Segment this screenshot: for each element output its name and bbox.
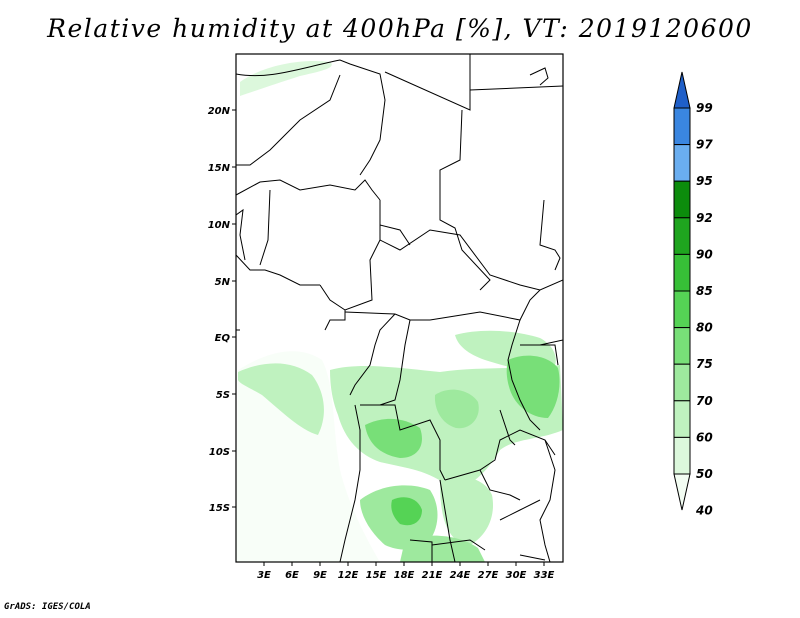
colorbar-swatch	[673, 107, 691, 146]
longitude-axis: 3E 6E 9E 12E 15E 18E 21E 24E 27E 30E 33E	[257, 562, 555, 581]
humidity-area-south-2	[440, 476, 494, 545]
country-borders	[236, 54, 563, 562]
chart-title: Relative humidity at 400hPa [%], VT: 201…	[47, 14, 753, 43]
colorbar-swatch	[673, 180, 691, 219]
lon-label-9e: 9E	[313, 570, 327, 581]
colorbar-label: 75	[696, 357, 713, 371]
lat-label-eq: EQ	[215, 333, 231, 344]
lon-label-18e: 18E	[394, 570, 415, 581]
lon-label-27e: 27E	[478, 570, 499, 581]
colorbar-label: 80	[696, 321, 713, 335]
colorbar-label: 92	[696, 211, 713, 225]
colorbar-label: 97	[696, 138, 713, 152]
colorbar-swatch	[673, 144, 691, 182]
lat-label-5s: 5S	[216, 390, 230, 401]
lon-label-21e: 21E	[422, 570, 443, 581]
lon-label-30e: 30E	[506, 570, 527, 581]
humidity-core-south	[391, 497, 422, 526]
lat-label-10s: 10S	[209, 447, 230, 458]
lon-label-24e: 24E	[450, 570, 471, 581]
colorbar-label: 85	[696, 284, 713, 298]
humidity-area-north	[240, 60, 332, 96]
colorbar-bottom-arrow	[673, 473, 691, 511]
humidity-shading	[236, 60, 563, 562]
colorbar: 99 97 95 92 90 85 80 75 70 60 50 40	[673, 71, 713, 518]
lon-label-3e: 3E	[257, 570, 271, 581]
colorbar-label: 40	[695, 504, 713, 518]
lat-label-15n: 15N	[208, 163, 231, 174]
humidity-core-east	[506, 355, 560, 418]
grads-credit: GrADS: IGES/COLA	[4, 602, 91, 612]
humidity-area-far-south	[400, 535, 485, 562]
lon-label-33e: 33E	[534, 570, 555, 581]
lat-label-20n: 20N	[208, 106, 231, 117]
lat-label-10n: 10N	[208, 220, 231, 231]
humidity-core-central-2	[434, 389, 479, 429]
colorbar-swatch	[673, 217, 691, 255]
humidity-core-central	[365, 418, 422, 458]
colorbar-label: 60	[696, 430, 713, 444]
humidity-area-west	[238, 363, 324, 435]
colorbar-top-arrow	[673, 71, 691, 109]
colorbar-label: 70	[696, 394, 713, 408]
colorbar-label: 50	[696, 467, 713, 481]
lon-label-12e: 12E	[338, 570, 359, 581]
lat-label-5n: 5N	[215, 277, 231, 288]
lon-label-15e: 15E	[366, 570, 387, 581]
humidity-area-west-low	[236, 351, 380, 562]
colorbar-swatch	[673, 363, 691, 402]
colorbar-label: 99	[696, 101, 713, 115]
lon-label-6e: 6E	[285, 570, 299, 581]
colorbar-swatch	[673, 400, 691, 438]
colorbar-swatch	[673, 327, 691, 365]
colorbar-swatch	[673, 436, 691, 475]
map-frame	[235, 53, 564, 563]
colorbar-swatch	[673, 290, 691, 329]
latitude-axis: 20N 15N 10N 5N EQ 5S 10S 15S	[208, 106, 236, 514]
colorbar-label: 95	[696, 174, 713, 188]
lat-label-15s: 15S	[209, 503, 230, 514]
humidity-area-central	[330, 365, 563, 489]
colorbar-swatch	[673, 253, 691, 292]
colorbar-label: 90	[696, 247, 713, 261]
